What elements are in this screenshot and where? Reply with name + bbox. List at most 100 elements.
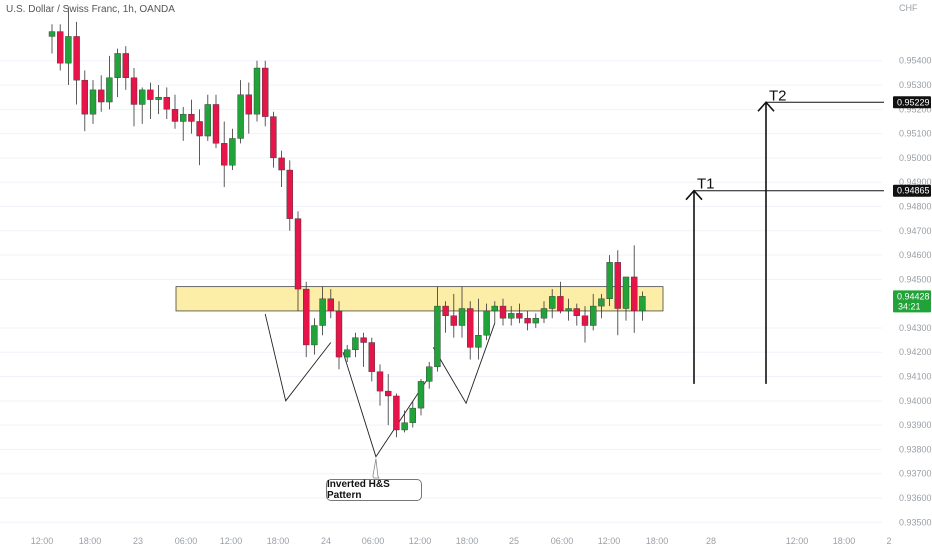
target2-price-tag: 0.95229 bbox=[897, 97, 930, 107]
candle[interactable] bbox=[196, 109, 203, 166]
candle[interactable] bbox=[122, 46, 130, 90]
candle-body bbox=[237, 94, 244, 139]
candle[interactable] bbox=[73, 21, 80, 105]
candle[interactable] bbox=[253, 60, 261, 122]
candle[interactable] bbox=[344, 344, 351, 362]
candle[interactable] bbox=[163, 87, 171, 120]
candle[interactable] bbox=[491, 301, 498, 324]
candle[interactable] bbox=[598, 293, 605, 319]
candle[interactable] bbox=[286, 160, 293, 231]
candle-body bbox=[376, 371, 384, 392]
candle[interactable] bbox=[385, 374, 392, 426]
candle[interactable] bbox=[147, 82, 154, 120]
candle[interactable] bbox=[631, 245, 638, 333]
candle[interactable] bbox=[573, 303, 580, 326]
candle[interactable] bbox=[467, 301, 474, 360]
candle[interactable] bbox=[319, 286, 326, 336]
candle[interactable] bbox=[138, 87, 146, 124]
candle[interactable] bbox=[483, 303, 490, 341]
candle-body bbox=[327, 298, 334, 312]
candle[interactable] bbox=[475, 298, 482, 360]
candle[interactable] bbox=[245, 82, 253, 134]
candle[interactable] bbox=[368, 337, 375, 382]
candle[interactable] bbox=[81, 70, 89, 132]
candle[interactable] bbox=[229, 128, 236, 171]
candle[interactable] bbox=[532, 313, 539, 328]
candle[interactable] bbox=[442, 301, 449, 333]
candle[interactable] bbox=[106, 55, 113, 110]
candle-series bbox=[48, 7, 646, 438]
candle[interactable] bbox=[327, 289, 334, 319]
candle[interactable] bbox=[48, 24, 56, 54]
pattern-callout: Inverted H&S Pattern bbox=[326, 479, 422, 501]
candle[interactable] bbox=[155, 85, 162, 115]
candle[interactable] bbox=[65, 7, 72, 86]
candle[interactable] bbox=[434, 286, 441, 372]
candle[interactable] bbox=[212, 94, 220, 149]
candle[interactable] bbox=[409, 400, 416, 428]
pattern-shoulder-line bbox=[342, 352, 430, 458]
candle[interactable] bbox=[130, 68, 138, 127]
candle[interactable] bbox=[294, 211, 302, 311]
candle[interactable] bbox=[450, 293, 457, 338]
countdown-label: 34:21 bbox=[898, 301, 921, 311]
candle[interactable] bbox=[557, 281, 564, 314]
candle[interactable] bbox=[360, 332, 367, 367]
candle[interactable] bbox=[565, 298, 572, 321]
candle[interactable] bbox=[57, 24, 64, 71]
resistance-zone[interactable] bbox=[175, 286, 664, 312]
candle[interactable] bbox=[204, 94, 212, 141]
candle-body bbox=[97, 89, 105, 103]
candle-body bbox=[631, 276, 638, 312]
candle[interactable] bbox=[639, 291, 646, 321]
candle[interactable] bbox=[401, 410, 408, 433]
x-tick-label: 2 bbox=[886, 536, 891, 546]
candle[interactable] bbox=[97, 75, 105, 112]
candle[interactable] bbox=[352, 332, 359, 358]
candle[interactable] bbox=[508, 306, 515, 326]
candle[interactable] bbox=[220, 121, 228, 188]
candle[interactable] bbox=[458, 286, 466, 338]
candle-body bbox=[426, 366, 433, 382]
candle[interactable] bbox=[89, 80, 97, 124]
candle[interactable] bbox=[335, 301, 343, 370]
callout-pointer bbox=[372, 458, 380, 479]
target2-price-tag-bg bbox=[893, 96, 931, 109]
candle-body bbox=[57, 31, 64, 64]
candle[interactable] bbox=[171, 94, 179, 129]
pattern-lines bbox=[264, 313, 496, 479]
candle[interactable] bbox=[622, 276, 630, 321]
candle[interactable] bbox=[614, 250, 621, 336]
candle[interactable] bbox=[581, 306, 589, 343]
candle[interactable] bbox=[188, 99, 195, 134]
candle-body bbox=[401, 422, 408, 431]
candle-body bbox=[270, 116, 277, 159]
candle[interactable] bbox=[278, 150, 285, 188]
candle[interactable] bbox=[549, 289, 556, 319]
x-tick-label: 24 bbox=[321, 536, 331, 546]
y-tick-label: 0.94900 bbox=[899, 177, 932, 187]
candle[interactable] bbox=[590, 293, 597, 331]
candle[interactable] bbox=[179, 106, 187, 141]
candle[interactable] bbox=[606, 255, 613, 307]
candle[interactable] bbox=[516, 303, 523, 324]
candle[interactable] bbox=[540, 301, 548, 324]
candle[interactable] bbox=[114, 48, 121, 98]
candle-body bbox=[622, 276, 630, 309]
candle[interactable] bbox=[303, 281, 310, 358]
candle[interactable] bbox=[270, 111, 277, 168]
candle[interactable] bbox=[393, 393, 400, 438]
candle-body bbox=[508, 313, 515, 319]
candle[interactable] bbox=[426, 361, 433, 389]
candle[interactable] bbox=[311, 318, 318, 355]
y-tick-label: 0.95300 bbox=[899, 80, 932, 90]
candle[interactable] bbox=[499, 298, 507, 326]
candle[interactable] bbox=[376, 364, 384, 406]
candle[interactable] bbox=[237, 80, 244, 144]
candle[interactable] bbox=[417, 378, 425, 416]
candle[interactable] bbox=[262, 60, 269, 127]
candle-body bbox=[385, 390, 392, 397]
candle[interactable] bbox=[524, 310, 531, 331]
candle-body bbox=[147, 89, 154, 100]
